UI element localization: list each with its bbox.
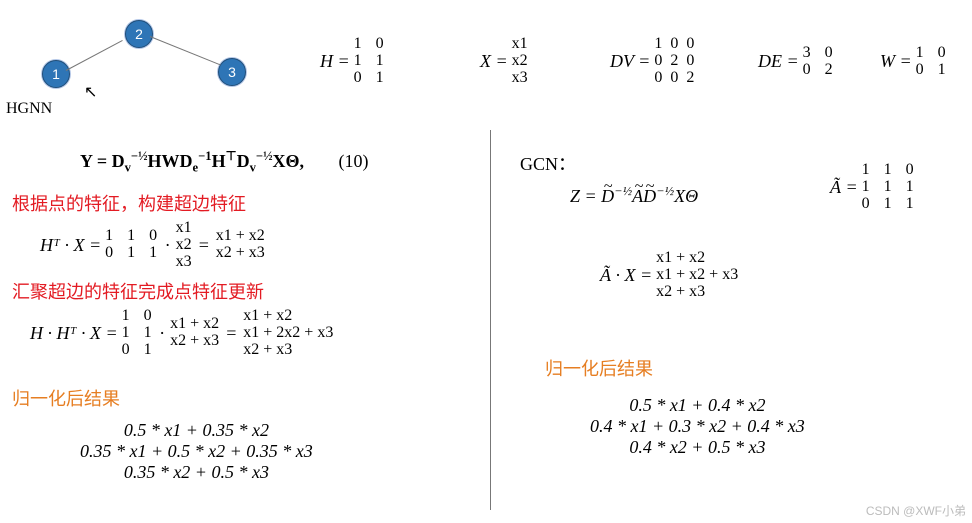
gcn-label: GCN：: [520, 150, 576, 176]
hgnn-label: HGNN: [6, 100, 52, 118]
matrix-H: H = 1 01 10 1: [320, 36, 386, 86]
cursor-icon: ↖: [84, 82, 97, 102]
eq-htx: Hᵀ · X = 1 1 00 1 1 · x1x2x3 = x1 + x2x2…: [40, 220, 265, 270]
matrix-X-label: X =: [480, 51, 508, 72]
heading-orange-right: 归一化后结果: [545, 355, 653, 381]
graph-edge-2-3: [150, 36, 221, 65]
matrix-DV: DV = 1 0 00 2 00 0 2: [610, 36, 696, 86]
watermark: CSDN @XWF小弟: [866, 502, 966, 519]
heading-orange-left: 归一化后结果: [12, 385, 120, 411]
graph-node-2: 2: [125, 20, 153, 48]
graph-node-3-label: 3: [228, 64, 236, 80]
hgnn-equation: Y = Dv−½HWDe−1H⊤Dv−½XΘ, (10): [80, 148, 369, 176]
matrix-W: W = 1 00 1: [880, 45, 948, 79]
matrix-DV-label: DV =: [610, 51, 650, 72]
graph-edge-1-2: [66, 40, 123, 71]
eq-hhtx: H · Hᵀ · X = 1 01 10 1 · x1 + x2x2 + x3 …: [30, 308, 333, 358]
gcn-equation: Z = D−½AD−½XΘ: [570, 184, 698, 207]
matrix-DE: DE = 3 00 2: [758, 45, 835, 79]
heading-red-2: 汇聚超边的特征完成点特征更新: [12, 278, 264, 304]
graph-node-2-label: 2: [135, 26, 143, 42]
vertical-divider: [490, 130, 491, 510]
matrix-DE-label: DE =: [758, 51, 799, 72]
heading-red-1: 根据点的特征，构建超边特征: [12, 190, 246, 216]
left-norm-result: 0.5 * x1 + 0.35 * x2 0.35 * x1 + 0.5 * x…: [80, 420, 313, 483]
matrix-A-tilde: Ã = 1 1 01 1 10 1 1: [830, 162, 916, 212]
matrix-X: X = x1x2x3: [480, 36, 528, 86]
matrix-H-label: H =: [320, 51, 350, 72]
equation-number: (10): [339, 151, 369, 171]
graph-node-1: 1: [42, 60, 70, 88]
page: { "graph": { "nodes": [ {"id":"1","label…: [0, 0, 972, 523]
graph-node-1-label: 1: [52, 66, 60, 82]
right-norm-result: 0.5 * x1 + 0.4 * x2 0.4 * x1 + 0.3 * x2 …: [590, 395, 805, 458]
eq-A-X: Ã · X = x1 + x2x1 + x2 + x3x2 + x3: [600, 250, 738, 300]
matrix-W-label: W =: [880, 51, 912, 72]
graph-node-3: 3: [218, 58, 246, 86]
